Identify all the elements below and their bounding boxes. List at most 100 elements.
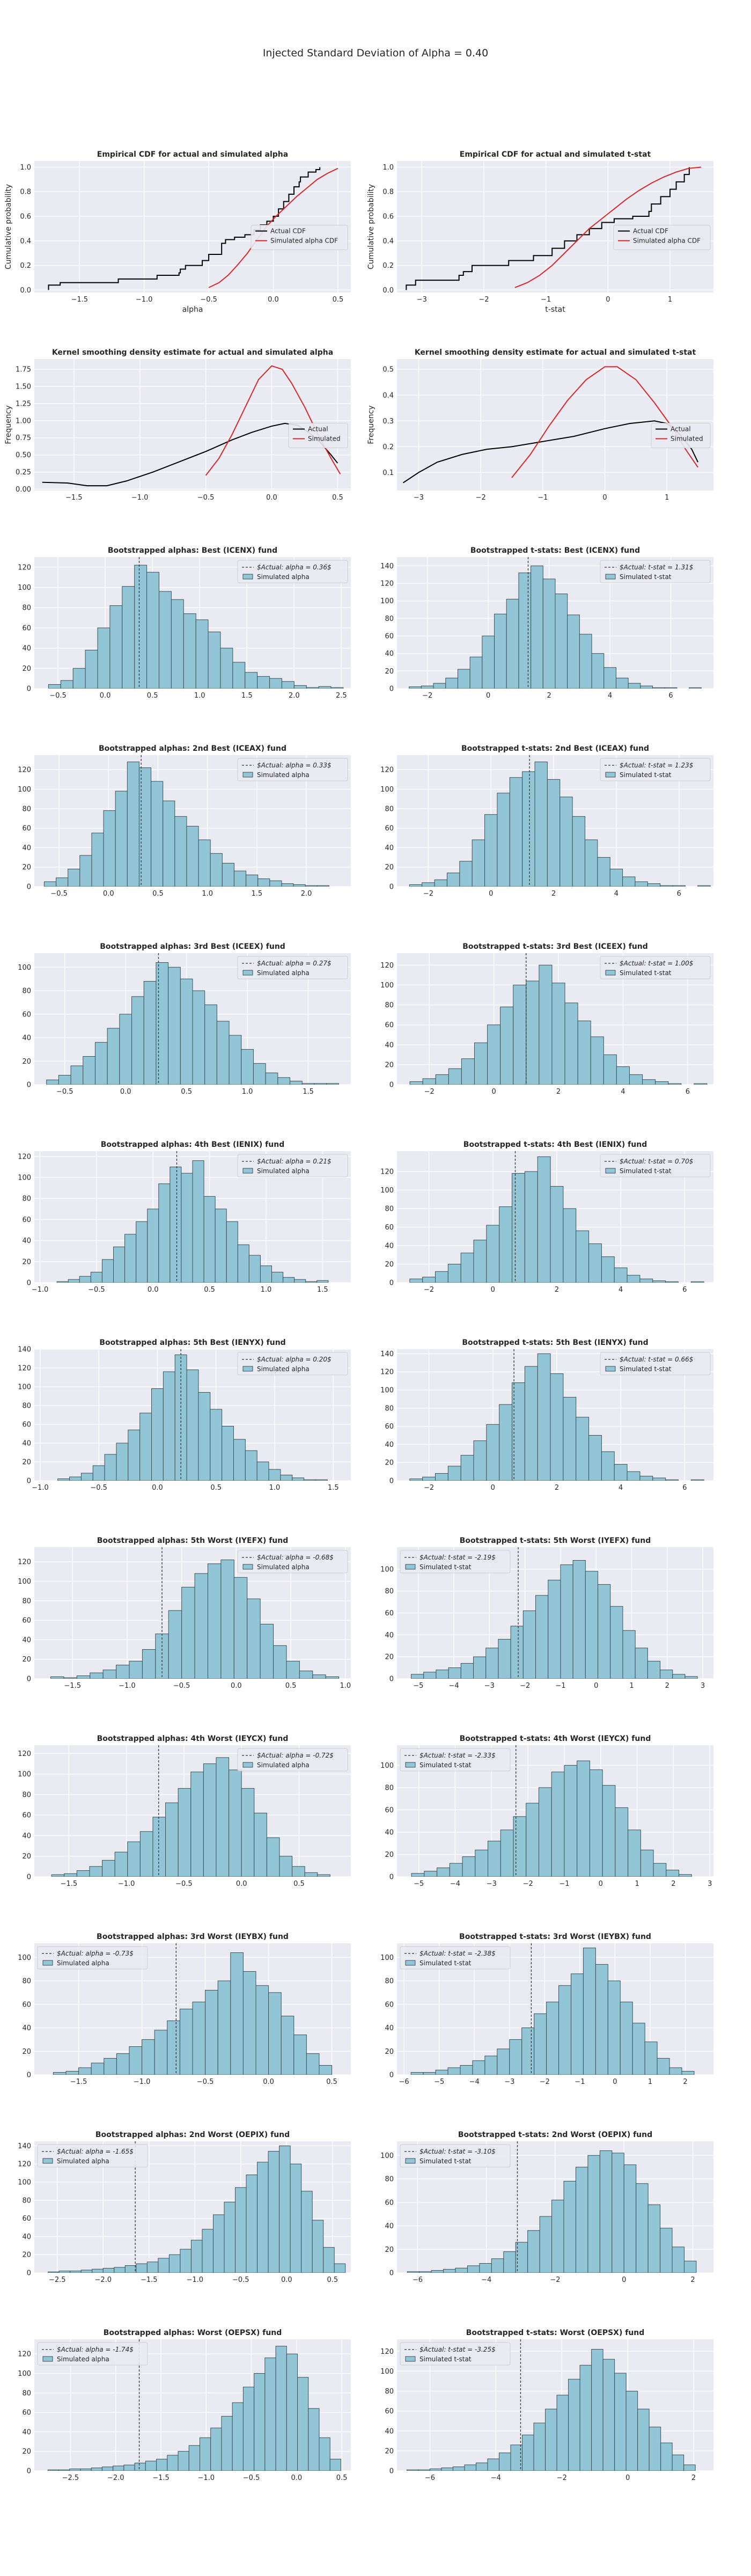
legend-label: Simulated: [308, 435, 341, 443]
histogram-bar: [655, 1081, 669, 1085]
y-tick-label: 100: [380, 1762, 394, 1770]
histogram-bar: [499, 1206, 513, 1283]
histogram-bar: [620, 2001, 633, 2075]
histogram-bar: [610, 1606, 623, 1679]
y-tick-label: 20: [385, 1261, 394, 1269]
histogram-bar: [418, 2469, 430, 2471]
histogram-bar: [500, 1829, 514, 1877]
histogram-bar: [264, 2357, 276, 2471]
x-tick-label: 1.0: [194, 692, 205, 700]
histogram-bar: [91, 2062, 105, 2075]
histogram-bar: [614, 1267, 628, 1283]
y-tick-label: 20: [385, 1459, 394, 1467]
plot-area: [50, 1547, 340, 1679]
histogram-bar: [550, 1186, 564, 1283]
histogram-bar: [268, 2151, 280, 2273]
y-tick-label: 0.1: [382, 469, 394, 477]
x-tick-label: 0.5: [285, 1682, 297, 1690]
histogram-bar: [186, 1370, 199, 1481]
histogram-bar: [301, 2191, 313, 2273]
histogram-bar: [475, 1849, 489, 1877]
histogram-bar: [90, 1271, 102, 1283]
legend-label: $Actual: t-stat = 0.66$: [620, 1356, 693, 1363]
legend-patch: [605, 574, 616, 580]
histogram-bar: [588, 1243, 602, 1283]
histogram-bar: [473, 1240, 487, 1283]
x-tick-label: 6: [682, 1484, 687, 1492]
x-tick-label: −0.5: [197, 2078, 214, 2086]
histogram-bar: [181, 1586, 195, 1679]
histogram-bar: [142, 2039, 155, 2075]
y-tick-label: 100: [18, 1954, 31, 1962]
y-tick-label: 20: [385, 2447, 394, 2455]
histogram-bar: [575, 2167, 588, 2273]
histogram-bar: [47, 2469, 60, 2471]
y-tick-label: 20: [22, 1656, 31, 1664]
histogram-bar: [563, 1397, 577, 1481]
histogram-bar: [518, 572, 532, 689]
histogram-bar: [212, 2214, 225, 2273]
y-tick-label: 60: [22, 825, 31, 833]
y-tick-label: 80: [22, 805, 31, 813]
y-tick-label: 0: [27, 2072, 31, 2080]
y-tick-label: 120: [18, 2161, 31, 2169]
histogram-bar: [305, 885, 318, 887]
histogram-bar: [127, 762, 139, 887]
histogram-bar: [48, 684, 61, 689]
histogram-bar: [114, 1851, 128, 1877]
y-tick-label: 80: [22, 987, 31, 996]
legend-patch: [42, 2356, 53, 2362]
histogram-bar: [461, 1058, 475, 1085]
y-tick-label: 60: [22, 2409, 31, 2417]
y-tick-label: 100: [380, 786, 394, 794]
chart-title: Bootstrapped t-stats: 4th Best (IENIX) f…: [463, 1140, 647, 1149]
histogram-bar: [319, 2437, 330, 2471]
histogram-bar: [222, 862, 234, 887]
histogram-bar: [330, 687, 344, 689]
y-tick-label: 40: [385, 844, 394, 852]
x-tick-label: 1.0: [261, 1286, 272, 1294]
x-tick-label: 0.5: [332, 494, 343, 502]
y-axis-label: Cumulative probability: [367, 184, 376, 269]
plot-area: [48, 557, 344, 689]
histogram-bar: [498, 1639, 511, 1679]
x-tick-label: 1: [635, 1880, 639, 1888]
legend-label: Simulated t-stat: [419, 1761, 472, 1769]
histogram-bar: [136, 1221, 148, 1283]
histogram-bar: [441, 2467, 453, 2471]
x-tick-label: 2: [555, 1286, 559, 1294]
histogram-bar: [83, 1056, 95, 1085]
histogram-bar: [479, 2263, 492, 2273]
subplot-10: −1.0 −0.5 0.0 0.5 1.0 1.5 0 20 40 60 80 100 120 Boots…: [18, 1140, 351, 1294]
histogram-bar: [660, 2442, 673, 2471]
y-tick-label: 0: [27, 2270, 31, 2278]
legend-label: Actual: [308, 426, 328, 433]
histogram-bar: [436, 1670, 449, 1679]
histogram-bar: [260, 1265, 272, 1283]
x-tick-label: 1.0: [340, 1682, 351, 1690]
histogram-bar: [422, 1476, 436, 1481]
histogram-bar: [165, 1802, 179, 1877]
x-tick-label: −1: [575, 2078, 585, 2086]
histogram-bar: [615, 677, 629, 689]
plot-area: [409, 557, 702, 689]
x-tick-label: 2: [683, 2078, 687, 2086]
histogram-bar: [464, 2464, 476, 2471]
x-tick-label: 2: [555, 1484, 559, 1492]
y-tick-label: 40: [22, 1440, 31, 1448]
histogram-bar: [588, 1435, 602, 1481]
histogram-bar: [275, 2346, 287, 2471]
y-tick-label: 20: [22, 665, 31, 673]
histogram-bar: [434, 879, 447, 887]
histogram-bar: [102, 1860, 115, 1877]
histogram-bar: [280, 1475, 293, 1481]
legend-box: [400, 2342, 511, 2366]
histogram-bar: [222, 1426, 234, 1481]
chart-title: Bootstrapped alphas: 2nd Worst (OEPIX) f…: [95, 2131, 290, 2139]
histogram-bar: [203, 1196, 216, 1283]
histogram-bar: [497, 793, 510, 887]
histogram-bar: [56, 1281, 69, 1283]
histogram-bar: [319, 2065, 333, 2075]
plot-area: [53, 1943, 333, 2075]
histogram-bar: [462, 1856, 476, 1877]
